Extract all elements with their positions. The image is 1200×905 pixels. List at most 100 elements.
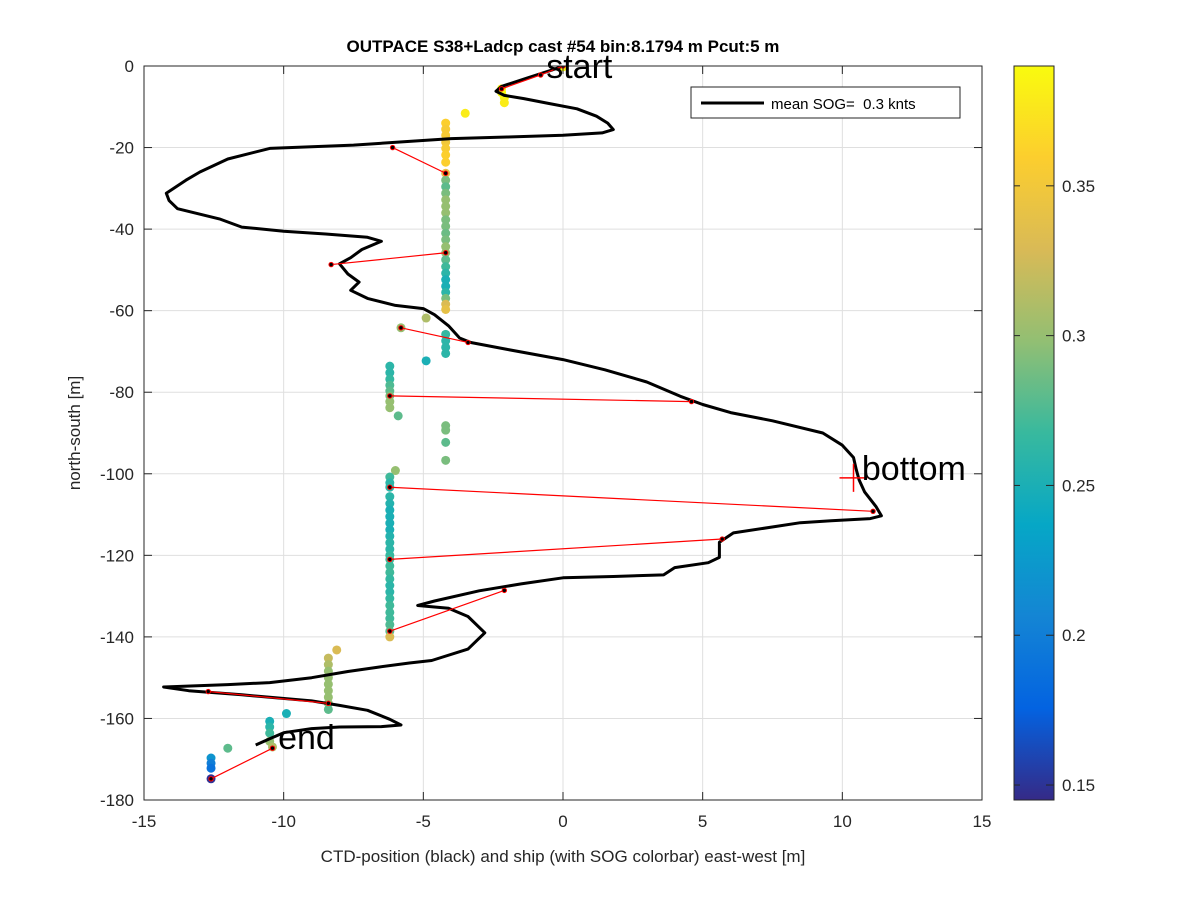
ship-point — [332, 645, 342, 655]
y-tick-label: -60 — [109, 302, 134, 321]
ship-points — [206, 66, 568, 784]
ship-point — [265, 728, 275, 738]
ship-point — [441, 275, 451, 285]
y-tick-label: -120 — [100, 546, 134, 565]
segment-endpoint — [688, 398, 695, 405]
y-tick-label: 0 — [125, 57, 134, 76]
y-tick-label: -80 — [109, 383, 134, 402]
segment-endpoint — [498, 86, 505, 92]
ship-point — [385, 518, 395, 528]
ship-point — [441, 255, 451, 265]
ship-point — [441, 182, 451, 192]
ship-point — [385, 525, 395, 535]
colorbar-ticks: 0.15 0.2 0.25 0.3 0.35 — [1014, 177, 1095, 795]
segment-endpoint — [387, 628, 393, 634]
ship-point — [393, 411, 403, 421]
segment-endpoint — [442, 250, 449, 256]
ship-point — [441, 175, 451, 185]
colorbar-gradient — [1013, 65, 1055, 801]
x-tick-label: 0 — [558, 812, 567, 831]
ship-point — [499, 98, 509, 108]
ship-point — [385, 403, 395, 413]
ship-point — [385, 581, 395, 591]
ship-point — [441, 208, 451, 218]
ship-point — [441, 157, 451, 167]
ship-point — [385, 531, 395, 541]
x-tick-label: -15 — [132, 812, 157, 831]
ship-point — [385, 492, 395, 502]
ship-point — [441, 215, 451, 225]
segment-endpoint — [208, 776, 214, 782]
ship-point — [460, 108, 470, 118]
segment-endpoint — [870, 508, 876, 514]
segment-endpoint — [465, 339, 471, 346]
ship-point — [390, 466, 400, 476]
y-tick-label: -100 — [100, 465, 134, 484]
segment-endpoint — [205, 688, 211, 695]
x-axis: -15 -10 -5 0 5 10 15 — [132, 66, 992, 831]
segment-endpoint — [389, 144, 396, 151]
colorbar-tick-label: 0.2 — [1062, 626, 1086, 645]
ship-point — [385, 499, 395, 509]
ship-point — [421, 356, 431, 366]
ship-point — [441, 268, 451, 278]
ctd-ship-segment — [210, 747, 273, 780]
ship-point — [441, 143, 451, 153]
annotation-start: start — [546, 48, 613, 86]
ctd-ship-segment — [501, 74, 541, 90]
ctd-ship-segment — [540, 66, 564, 76]
ship-point — [385, 632, 395, 642]
ship-point — [441, 228, 451, 238]
ship-point — [323, 704, 333, 714]
annotation-bottom: bottom — [862, 450, 966, 488]
ship-point — [323, 679, 333, 689]
ship-point — [441, 235, 451, 245]
ship-point — [385, 505, 395, 515]
ship-point — [385, 361, 395, 371]
ship-point — [421, 313, 431, 323]
colorbar-tick-label: 0.25 — [1062, 476, 1095, 495]
segment-endpoint — [387, 484, 393, 490]
segment-endpoint — [328, 261, 334, 268]
y-tick-label: -160 — [100, 709, 134, 728]
ctd-ship-segment — [331, 252, 446, 266]
segment-endpoint — [269, 745, 276, 751]
segment-endpoint — [387, 556, 393, 563]
ship-point — [385, 574, 395, 584]
x-axis-label: CTD-position (black) and ship (with SOG … — [321, 847, 806, 866]
ship-point — [223, 743, 233, 753]
ship-point — [441, 304, 451, 314]
ship-point — [385, 620, 395, 630]
ship-point — [441, 262, 451, 272]
ship-point — [441, 425, 451, 435]
ship-point — [441, 150, 451, 160]
ship-point — [323, 686, 333, 696]
y-tick-label: -40 — [109, 220, 134, 239]
segment-endpoint — [719, 536, 725, 542]
ship-point — [323, 660, 333, 670]
segment-endpoint — [442, 170, 449, 176]
legend-entry: mean SOG= 0.3 knts — [771, 96, 916, 113]
ship-point — [441, 455, 451, 465]
ship-point — [441, 348, 451, 358]
ship-point — [206, 763, 216, 773]
colorbar-tick-label: 0.35 — [1062, 177, 1095, 196]
ctd-ship-segment — [389, 395, 692, 403]
ship-point — [385, 538, 395, 548]
ship-point — [441, 221, 451, 231]
x-tick-label: 10 — [833, 812, 852, 831]
x-tick-label: -5 — [416, 812, 431, 831]
y-tick-label: -140 — [100, 628, 134, 647]
y-axis: 0 -20 -40 -60 -80 -100 -120 -140 -160 -180 — [100, 57, 982, 810]
ctd-ship-segments — [205, 66, 876, 782]
ctd-ship-segment — [392, 147, 446, 174]
x-tick-label: 15 — [973, 812, 992, 831]
segment-endpoint — [537, 72, 544, 78]
ctd-ship-segment — [208, 690, 329, 704]
ctd-ship-segment — [389, 589, 505, 632]
ship-point — [281, 709, 291, 719]
legend: mean SOG= 0.3 knts — [690, 86, 961, 119]
ship-point — [385, 600, 395, 610]
